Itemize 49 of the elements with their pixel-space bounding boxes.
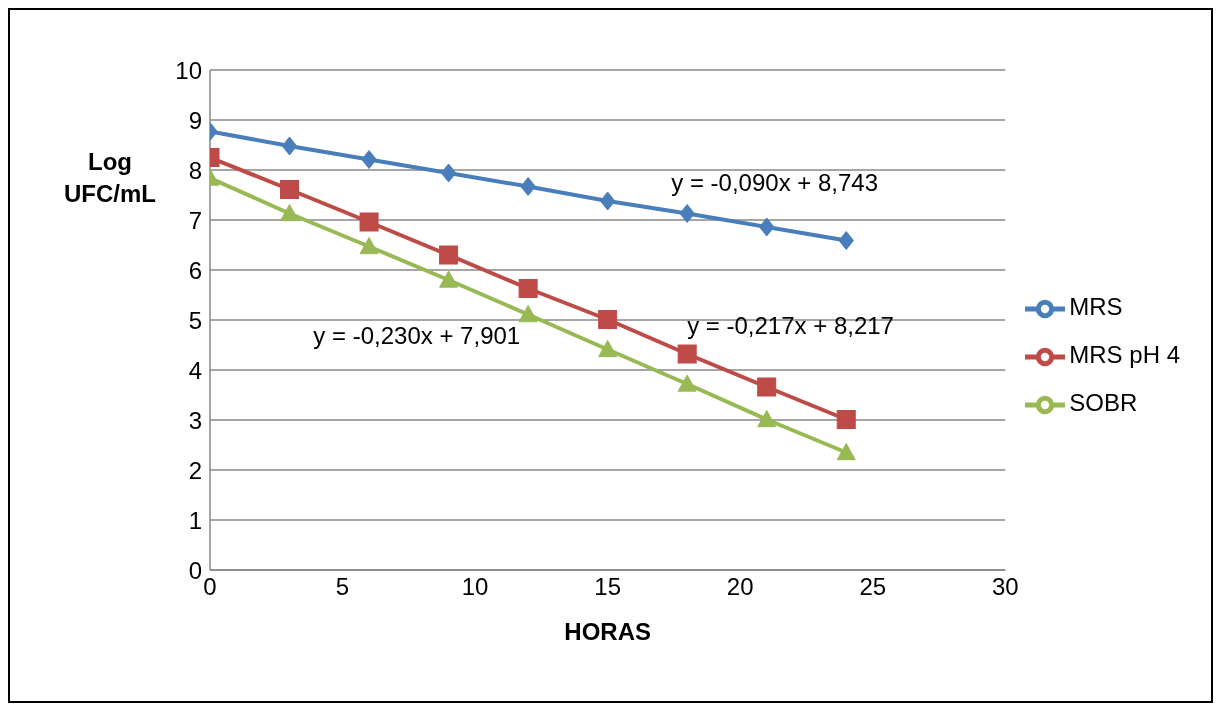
y-tick-label: 1 xyxy=(188,506,202,534)
point xyxy=(440,163,457,183)
point xyxy=(677,374,697,392)
point xyxy=(359,237,379,255)
annotation: y = -0,090x + 8,743 xyxy=(671,169,879,197)
legend-label: MRS pH 4 xyxy=(1069,341,1180,368)
y-tick-label: 4 xyxy=(188,356,202,384)
point xyxy=(518,279,538,298)
point xyxy=(759,217,775,237)
y-tick-label: 0 xyxy=(188,556,202,584)
y-tick-label: 5 xyxy=(188,306,202,334)
legend-label: SOBR xyxy=(1069,389,1138,416)
x-tick-label: 25 xyxy=(859,573,887,601)
point xyxy=(598,310,618,329)
point xyxy=(359,212,379,232)
annotation: y = -0,230x + 7,901 xyxy=(313,321,521,349)
point xyxy=(757,377,777,397)
point xyxy=(599,191,616,211)
legend-label: MRS xyxy=(1069,293,1123,320)
point xyxy=(281,136,298,156)
point xyxy=(280,180,300,199)
x-tick-label: 5 xyxy=(335,573,350,601)
y-tick-label: 2 xyxy=(188,456,202,484)
y-tick-label: 7 xyxy=(188,206,202,234)
y-tick-label: 10 xyxy=(175,56,202,84)
x-tick-label: 20 xyxy=(726,573,754,601)
y-axis-title: Log UFC/mL xyxy=(63,147,157,209)
x-tick-label: 30 xyxy=(991,573,1019,601)
y-tick-label: 6 xyxy=(188,256,202,284)
y-tick-label: 3 xyxy=(188,406,202,434)
annotation: y = -0,217x + 8,217 xyxy=(687,311,894,339)
x-tick-label: 10 xyxy=(461,573,489,601)
point xyxy=(836,410,856,429)
point xyxy=(439,270,459,288)
point xyxy=(757,410,777,428)
y-tick-label: 9 xyxy=(188,106,202,134)
point xyxy=(361,150,377,169)
point xyxy=(518,305,538,323)
x-axis-title: HORAS xyxy=(564,618,651,645)
x-tick-label: 15 xyxy=(594,573,621,601)
point xyxy=(677,344,697,364)
point xyxy=(838,231,854,250)
point xyxy=(280,204,300,222)
point xyxy=(679,204,695,223)
point xyxy=(836,443,856,461)
point xyxy=(439,245,459,265)
y-tick-label: 8 xyxy=(188,156,202,184)
point xyxy=(520,177,536,196)
point xyxy=(598,340,618,358)
